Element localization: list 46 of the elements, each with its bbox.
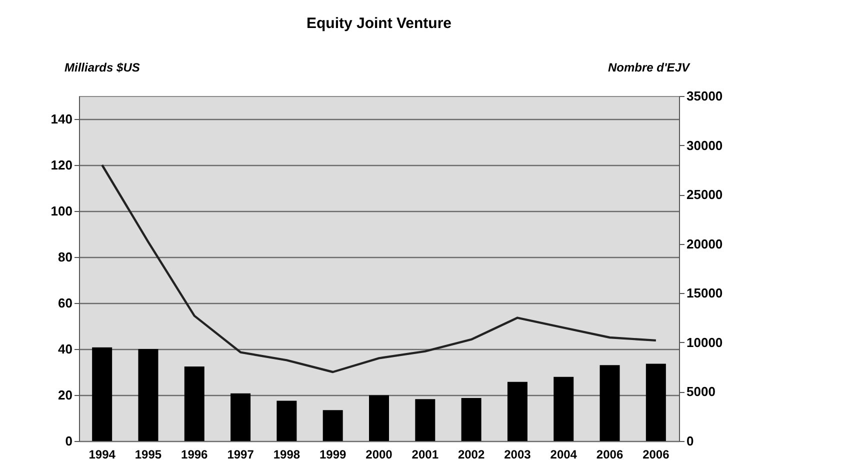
bar xyxy=(507,382,528,441)
x-tick-label: 1994 xyxy=(88,448,116,462)
y-tick-label: 120 xyxy=(50,158,72,172)
x-tick-label: 2004 xyxy=(550,448,578,462)
bar xyxy=(276,400,297,441)
y2-tick-label: 35000 xyxy=(686,88,723,104)
y2-tick-label: 15000 xyxy=(686,286,723,301)
x-tick-label: 1996 xyxy=(181,448,208,462)
bar xyxy=(415,399,436,441)
y2-tick-label: 20000 xyxy=(686,236,723,252)
y-tick-label: 100 xyxy=(50,204,72,218)
bar xyxy=(369,395,389,441)
x-tick-label: 2006 xyxy=(596,448,624,462)
y-tick-label: 0 xyxy=(65,434,72,448)
x-tick-label: 2006 xyxy=(642,448,670,462)
y2-axis-title: Nombre d'EJV xyxy=(608,60,690,74)
x-tick-label: 1999 xyxy=(319,448,347,462)
x-tick-label: 1998 xyxy=(273,448,300,462)
bar xyxy=(600,365,620,441)
y-tick-label: 140 xyxy=(50,112,72,126)
y2-tick-label: 25000 xyxy=(686,187,723,202)
chart-title: Equity Joint Venture xyxy=(306,15,452,32)
y-tick-label: 80 xyxy=(58,250,72,264)
bar xyxy=(92,347,112,441)
y2-tick-label: 10000 xyxy=(686,334,723,350)
x-tick-label: 2001 xyxy=(412,448,439,462)
bar xyxy=(230,393,251,441)
bar xyxy=(184,366,204,441)
bar xyxy=(138,349,158,441)
y2-tick-label: 0 xyxy=(686,434,694,448)
y-tick-label: 60 xyxy=(58,296,72,310)
x-tick-label: 1995 xyxy=(134,448,162,462)
y-tick-label: 40 xyxy=(58,342,72,356)
line-series xyxy=(100,164,658,374)
x-tick-label: 2003 xyxy=(504,448,532,462)
y2-tick-label: 5000 xyxy=(686,384,716,400)
bar xyxy=(554,376,574,441)
y-tick-label: 20 xyxy=(58,388,72,402)
y-axis-title: Milliards $US xyxy=(64,60,140,74)
bar xyxy=(646,364,666,441)
x-tick-label: 2000 xyxy=(366,448,393,462)
y2-tick-label: 30000 xyxy=(686,138,723,153)
x-tick-label: 2002 xyxy=(458,448,485,462)
bar xyxy=(461,398,482,441)
x-tick-label: 1997 xyxy=(227,448,254,462)
bar xyxy=(322,410,343,441)
